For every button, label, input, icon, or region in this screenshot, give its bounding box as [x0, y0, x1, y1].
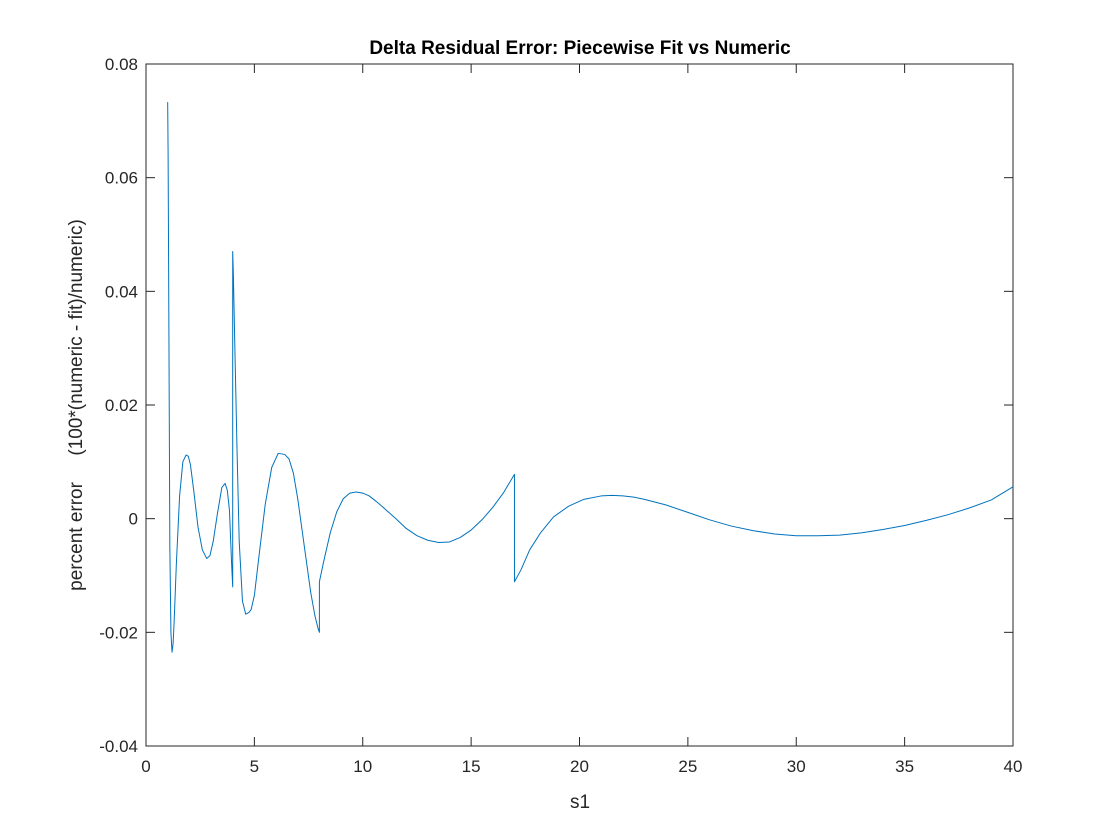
y-tick-label: 0: [129, 510, 138, 529]
x-tick-label: 40: [1004, 757, 1023, 776]
y-tick-label: 0.02: [105, 396, 138, 415]
x-tick-label: 35: [895, 757, 914, 776]
chart-title: Delta Residual Error: Piecewise Fit vs N…: [369, 38, 791, 59]
y-tick-label: 0.06: [105, 169, 138, 188]
x-tick-label: 25: [678, 757, 697, 776]
x-tick-label: 5: [250, 757, 259, 776]
x-tick-label: 20: [570, 757, 589, 776]
plot-area: [145, 63, 1014, 747]
x-axis: 0 5 10 15 20 25 30 35 40: [141, 64, 1022, 776]
y-tick-label: -0.02: [99, 623, 138, 642]
y-tick-label: 0.04: [105, 282, 138, 301]
x-tick-label: 30: [787, 757, 806, 776]
x-axis-label: s1: [570, 792, 590, 813]
y-tick-label: 0.08: [105, 55, 138, 74]
y-tick-label: -0.04: [99, 737, 138, 756]
x-tick-label: 10: [353, 757, 372, 776]
x-tick-label: 0: [141, 757, 150, 776]
data-line-series-0: [167, 102, 1014, 653]
x-tick-label: 15: [462, 757, 481, 776]
y-axis: -0.04 -0.02 0 0.02 0.04 0.06 0.08: [99, 55, 1013, 756]
y-axis-label: percent error (100*(numeric - fit)/numer…: [66, 219, 87, 591]
axes-box: [145, 63, 1014, 747]
